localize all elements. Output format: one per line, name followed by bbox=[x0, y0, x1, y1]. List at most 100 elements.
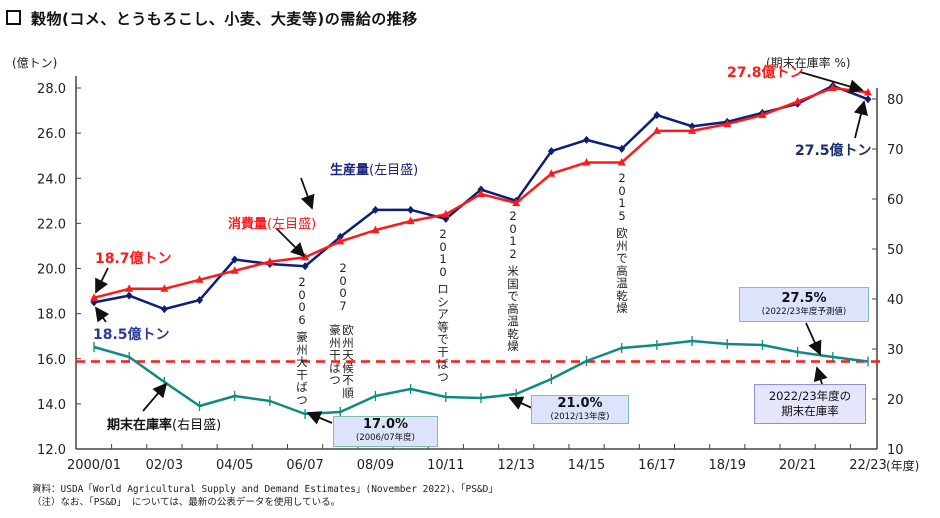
x-tick-label: 02/03 bbox=[146, 458, 183, 473]
arrow-callout-2022 bbox=[805, 322, 822, 356]
arrow-reference-box bbox=[813, 366, 828, 385]
production-label-name: 生産量 bbox=[330, 163, 370, 178]
event-2010-text: ロシア等で干ばつ bbox=[437, 282, 449, 384]
consumption-point bbox=[617, 157, 626, 166]
right-tick-label: 70 bbox=[887, 143, 904, 158]
consumption-point bbox=[195, 275, 204, 283]
consumption-point bbox=[160, 284, 169, 292]
consumption-point bbox=[828, 83, 837, 91]
production-point bbox=[196, 296, 204, 305]
stock-label-suffix: (右目盛) bbox=[172, 418, 222, 433]
production-point bbox=[688, 122, 696, 131]
left-tick-label: 22.0 bbox=[37, 217, 66, 232]
event-2006-year: 2006 bbox=[298, 275, 306, 327]
x-tick-label: 12/13 bbox=[497, 458, 534, 473]
production-point bbox=[125, 291, 133, 300]
consumption-point bbox=[336, 236, 345, 245]
start-consumption-label: 18.7億トン bbox=[95, 251, 172, 267]
left-tick-label: 20.0 bbox=[37, 263, 66, 278]
left-tick-label: 16.0 bbox=[37, 353, 66, 368]
production-label-suffix: (左目盛) bbox=[369, 163, 419, 178]
callout-2006: 17.0% (2006/07年度) bbox=[333, 416, 438, 447]
chart-title-text: 穀物(コメ、とうもろこし、小麦、大麦等)の需給の推移 bbox=[31, 10, 418, 28]
production-point bbox=[618, 144, 626, 153]
arrow-start-production bbox=[94, 306, 110, 323]
consumption-point bbox=[265, 257, 274, 265]
x-tick-label: 20/21 bbox=[779, 458, 816, 473]
end-production-label: 27.5億トン bbox=[795, 143, 872, 159]
consumption-point bbox=[688, 126, 697, 134]
production-point bbox=[864, 95, 872, 104]
event-2010: 2010 ロシア等で干ばつ bbox=[436, 228, 450, 383]
consumption-point bbox=[582, 157, 591, 166]
consumption-point bbox=[512, 198, 521, 207]
right-axis-unit: (期末在庫率 %) bbox=[766, 55, 851, 70]
reference-line-box: 2022/23年度の 期末在庫率 bbox=[754, 384, 866, 424]
arrow-consumption-label bbox=[275, 227, 306, 258]
callout-2022-note: (2022/23年度予測値) bbox=[761, 307, 847, 317]
stock-label-name: 期末在庫率 bbox=[107, 418, 173, 433]
reference-box-line2: 期末在庫率 bbox=[781, 404, 839, 418]
consumption-label-name: 消費量 bbox=[228, 217, 268, 232]
production-point bbox=[583, 135, 591, 144]
consumption-series-label: 消費量(左目盛) bbox=[228, 213, 316, 232]
arrow-callout-2006 bbox=[306, 411, 333, 425]
right-tick-label: 40 bbox=[887, 293, 904, 308]
event-2012: 2012 米国で高温乾燥 bbox=[506, 210, 520, 353]
x-tick-label: 10/11 bbox=[427, 458, 464, 473]
x-tick-label: 14/15 bbox=[568, 458, 605, 473]
right-tick-label: 10 bbox=[887, 443, 904, 458]
consumption-point bbox=[793, 97, 802, 105]
production-point bbox=[547, 147, 555, 156]
x-tick-label: 22/23 bbox=[849, 458, 886, 473]
right-tick-label: 30 bbox=[887, 343, 904, 358]
start-production-label: 18.5億トン bbox=[93, 327, 170, 343]
consumption-label-suffix: (左目盛) bbox=[267, 217, 317, 232]
event-2007-text-a: 豪州干ばつ bbox=[329, 323, 341, 387]
production-point bbox=[231, 255, 239, 264]
consumption-point bbox=[441, 209, 450, 218]
left-axis-unit: (億トン) bbox=[12, 56, 57, 70]
consumption-point bbox=[230, 266, 239, 274]
consumption-point bbox=[406, 216, 415, 225]
left-tick-label: 28.0 bbox=[37, 82, 66, 97]
event-2006-text: 豪州大干ばつ bbox=[296, 330, 308, 407]
callout-2022-value: 27.5% bbox=[781, 291, 827, 306]
left-tick-label: 14.0 bbox=[37, 398, 66, 413]
x-tick-label: 16/17 bbox=[638, 458, 675, 473]
series-line-stock-ratio bbox=[93, 339, 869, 416]
callout-2012: 21.0% (2012/13年度) bbox=[531, 395, 629, 424]
production-point bbox=[477, 185, 485, 194]
callout-2012-value: 21.0% bbox=[557, 396, 603, 411]
event-2015-year: 2015 bbox=[618, 171, 626, 223]
callout-2012-note: (2012/13年度) bbox=[550, 412, 610, 422]
source-note: 資料：USDA「World Agricultural Supply and De… bbox=[32, 483, 498, 509]
event-2010-year: 2010 bbox=[439, 227, 447, 279]
production-point bbox=[653, 111, 661, 120]
event-2015: 2015 欧州で高温乾燥 bbox=[615, 172, 629, 315]
left-tick-label: 18.0 bbox=[37, 308, 66, 323]
production-point bbox=[371, 205, 379, 214]
consumption-point bbox=[864, 88, 872, 96]
event-2012-year: 2012 bbox=[509, 209, 517, 261]
consumption-point bbox=[723, 119, 732, 128]
callout-2022: 27.5% (2022/23年度予測値) bbox=[739, 287, 869, 322]
consumption-point bbox=[90, 293, 98, 301]
right-tick-label: 60 bbox=[887, 193, 904, 208]
note-line: （注）なお、「PS&D」 については、最新の公表データを使用している。 bbox=[32, 497, 341, 508]
x-tick-label: 18/19 bbox=[709, 458, 746, 473]
consumption-point bbox=[125, 284, 134, 292]
production-point bbox=[301, 262, 309, 271]
series-line-production bbox=[93, 84, 869, 311]
consumption-point bbox=[758, 110, 767, 119]
event-2007-text-b: 欧州天候不順 bbox=[342, 323, 354, 400]
event-2012-text: 米国で高温乾燥 bbox=[507, 264, 519, 353]
consumption-point bbox=[477, 189, 485, 198]
consumption-point bbox=[547, 169, 556, 177]
event-2007-year: 2007 bbox=[339, 261, 347, 313]
callout-2006-value: 17.0% bbox=[362, 417, 409, 432]
callout-2006-note: (2006/07年度) bbox=[356, 433, 415, 443]
x-tick-label: 04/05 bbox=[216, 458, 253, 473]
left-tick-label: 12.0 bbox=[37, 443, 66, 458]
